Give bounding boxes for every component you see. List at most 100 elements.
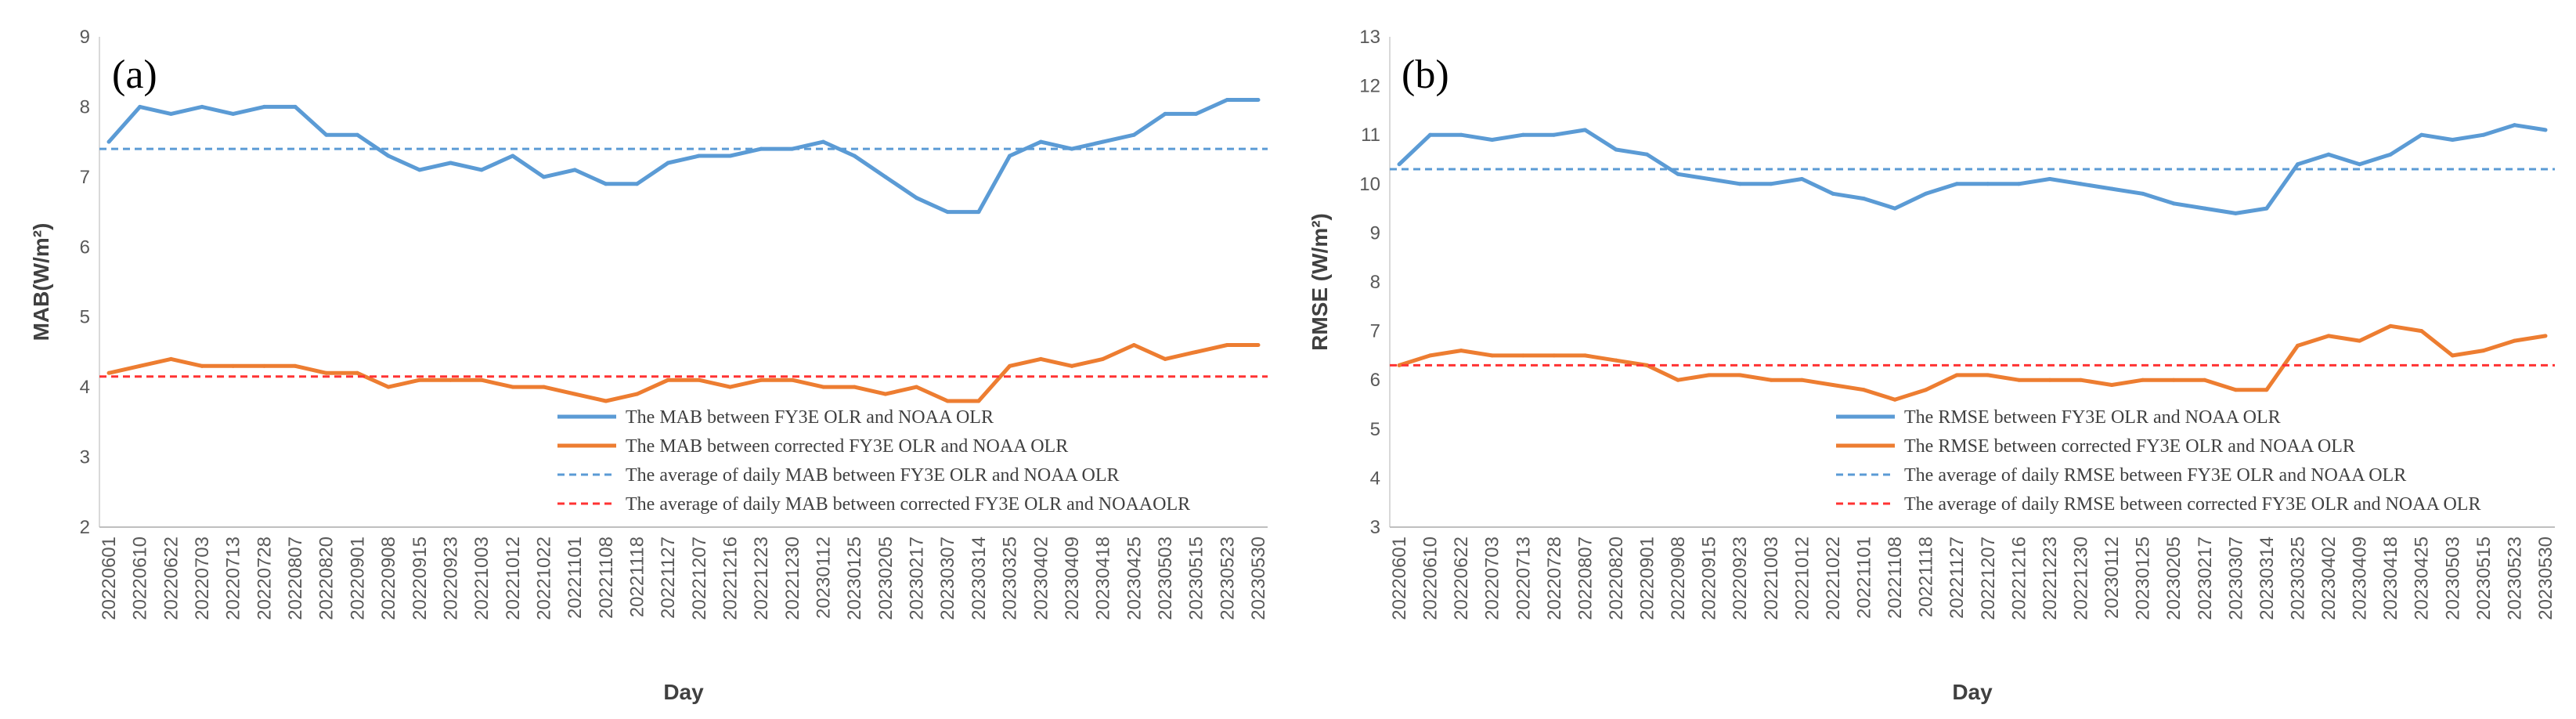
data-point — [1490, 353, 1495, 358]
data-point — [106, 370, 111, 375]
x-tick-label: 20230125 — [844, 537, 865, 620]
data-point — [728, 385, 733, 389]
data-point — [1008, 363, 1012, 368]
data-point — [1163, 356, 1167, 361]
data-point — [1645, 363, 1650, 367]
x-tick-label: 20220610 — [130, 537, 151, 620]
y-tick-label: 9 — [80, 27, 90, 48]
data-point — [138, 104, 143, 109]
data-point — [2419, 132, 2424, 137]
x-axis-label: Day — [663, 680, 704, 704]
data-point — [976, 399, 981, 403]
data-point — [1008, 154, 1012, 158]
data-point — [2141, 191, 2145, 196]
x-tick-label: 20220622 — [1451, 537, 1472, 620]
x-tick-label: 20221022 — [533, 537, 554, 620]
x-tick-label: 20230409 — [1062, 537, 1083, 620]
data-point — [2358, 162, 2362, 167]
x-tick-label: 20220622 — [161, 537, 182, 620]
data-point — [1737, 182, 1742, 186]
data-point — [1256, 97, 1261, 102]
x-tick-label: 20220923 — [440, 537, 461, 620]
x-axis-label: Day — [1952, 680, 1993, 704]
data-point — [324, 370, 329, 375]
x-tick-label: 20230402 — [1030, 537, 1052, 620]
x-tick-label: 20230325 — [1000, 537, 1021, 620]
panel-label: (a) — [112, 52, 157, 97]
x-tick-label: 20221216 — [2008, 537, 2029, 620]
x-tick-label: 20221127 — [658, 537, 679, 619]
data-point — [2078, 182, 2083, 186]
data-point — [2264, 206, 2269, 211]
data-point — [2016, 378, 2021, 382]
data-point — [1101, 139, 1106, 144]
data-point — [1924, 191, 1928, 196]
data-point — [1707, 177, 1712, 182]
x-tick-label: 20221108 — [596, 537, 617, 619]
data-point — [1986, 373, 1990, 378]
data-point — [2109, 186, 2114, 191]
x-tick-label: 20230418 — [1093, 537, 1114, 620]
data-point — [1194, 111, 1199, 116]
x-tick-label: 20221101 — [1854, 537, 1875, 619]
x-tick-label: 20220728 — [1544, 537, 1565, 620]
x-tick-label: 20230503 — [2442, 537, 2463, 620]
data-point — [2233, 388, 2238, 392]
data-point — [666, 378, 670, 382]
y-tick-label: 7 — [80, 167, 90, 188]
data-point — [2047, 378, 2052, 382]
data-point — [1397, 363, 1402, 367]
x-tick-label: 20220908 — [1668, 537, 1689, 620]
data-point — [1225, 97, 1229, 102]
y-tick-label: 8 — [80, 96, 90, 117]
y-axis-label: RMSE (W/m²) — [1308, 213, 1332, 351]
data-point — [479, 168, 484, 172]
x-tick-label: 20220703 — [1482, 537, 1503, 620]
data-point — [1428, 132, 1433, 137]
data-point — [945, 210, 950, 215]
data-point — [2450, 353, 2455, 358]
series-line-1 — [108, 343, 1258, 403]
data-point — [634, 182, 639, 186]
data-point — [2109, 382, 2114, 387]
series-line-1 — [1398, 323, 2546, 402]
data-point — [1924, 388, 1928, 392]
data-point — [2512, 338, 2516, 343]
data-point — [2233, 211, 2238, 215]
x-tick-label: 20230205 — [875, 537, 897, 620]
data-point — [728, 154, 733, 158]
x-tick-label: 20220807 — [285, 537, 306, 620]
x-tick-label: 20220610 — [1420, 537, 1441, 620]
x-tick-label: 20221127 — [1946, 537, 1968, 619]
y-tick-label: 6 — [80, 237, 90, 258]
x-tick-label: 20230112 — [2102, 537, 2123, 619]
x-tick-label: 20221230 — [782, 537, 803, 620]
data-point — [604, 399, 608, 403]
data-point — [1954, 373, 1959, 378]
data-point — [572, 392, 577, 396]
data-point — [945, 399, 950, 403]
data-point — [293, 104, 298, 109]
data-point — [634, 392, 639, 396]
x-tick-label: 20221012 — [503, 537, 524, 620]
x-tick-label: 20220807 — [1575, 537, 1596, 620]
data-point — [1862, 197, 1867, 201]
data-point — [1892, 397, 1897, 402]
y-tick-label: 2 — [80, 517, 90, 538]
data-point — [1799, 177, 1804, 182]
data-point — [1038, 356, 1043, 361]
data-point — [1831, 191, 1835, 196]
data-point — [2016, 182, 2021, 186]
y-tick-label: 9 — [1370, 222, 1380, 244]
data-point — [448, 378, 453, 382]
data-point — [1862, 388, 1867, 392]
x-tick-label: 20221022 — [1823, 537, 1844, 620]
x-tick-label: 20230515 — [1186, 537, 1207, 620]
x-tick-label: 20221216 — [720, 537, 741, 620]
x-tick-label: 20230314 — [969, 537, 990, 620]
legend-label-2: The average of daily RMSE between FY3E O… — [1904, 465, 2406, 486]
data-point — [1101, 356, 1106, 361]
data-point — [1131, 132, 1136, 137]
legend-label-0: The RMSE between FY3E OLR and NOAA OLR — [1904, 407, 2281, 428]
data-point — [852, 154, 857, 158]
